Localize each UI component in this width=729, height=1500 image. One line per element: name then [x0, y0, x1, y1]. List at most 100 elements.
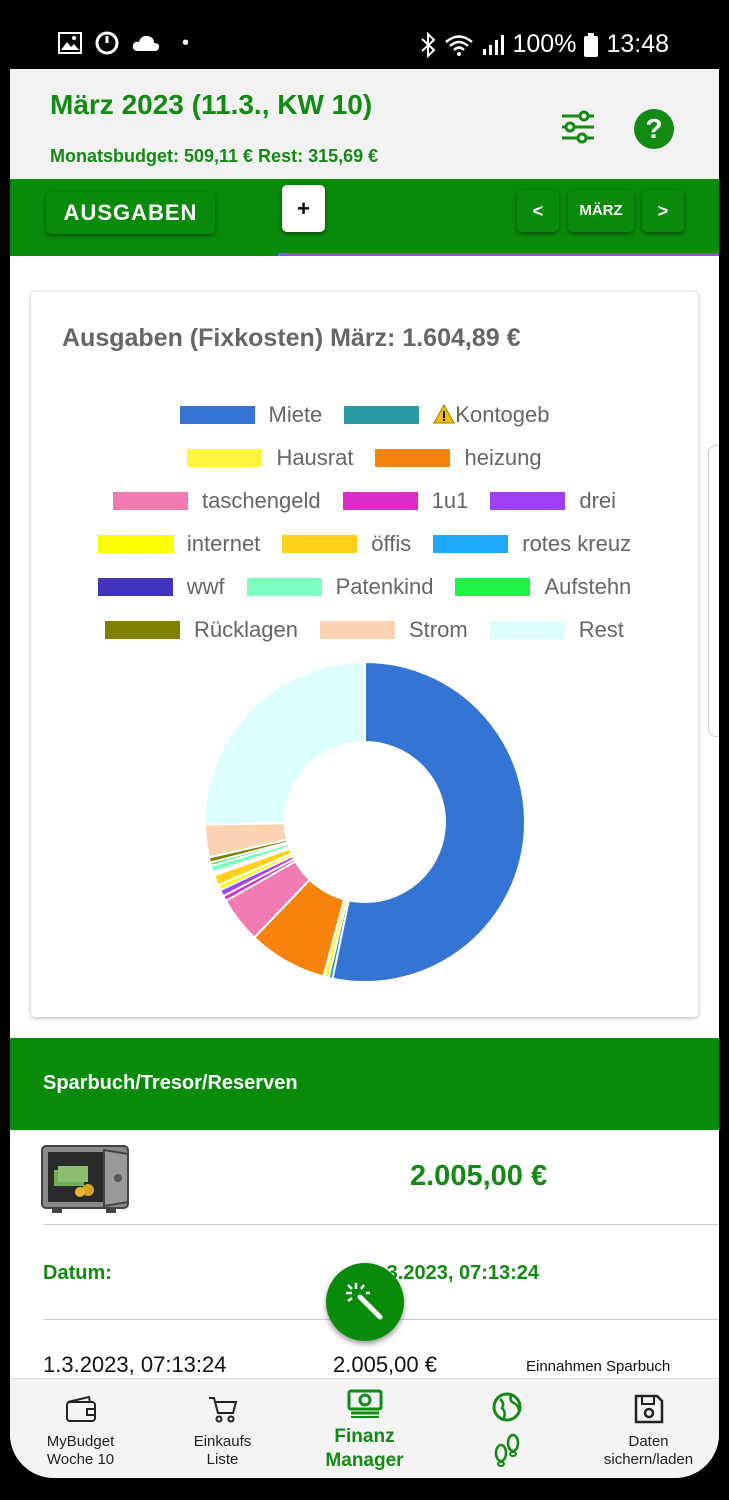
divider — [43, 1224, 719, 1225]
legend-text: drei — [579, 488, 617, 513]
legend-swatch — [246, 578, 322, 596]
money-icon — [347, 1389, 382, 1418]
status-bar: • 100% 13:48 — [10, 0, 719, 69]
legend-label: Aufstehn — [544, 574, 631, 600]
legend-item[interactable]: rotes kreuz — [433, 531, 631, 557]
save-icon — [634, 1394, 663, 1424]
legend-label: Hausrat — [276, 445, 353, 471]
legend-text: Rücklagen — [194, 617, 298, 642]
legend-swatch — [320, 621, 395, 639]
legend-text: internet — [186, 531, 261, 556]
legend-item[interactable]: Hausrat — [187, 445, 353, 471]
nav-label-line2: Woche 10 — [46, 1451, 115, 1468]
chart-card: Ausgaben (Fixkosten) März: 1.604,89 € Mi… — [31, 292, 698, 1017]
legend-swatch — [179, 406, 255, 424]
add-button[interactable]: + — [282, 185, 325, 232]
legend-text: heizung — [464, 445, 542, 470]
magic-wand-button[interactable] — [326, 1263, 404, 1341]
legend-item[interactable]: wwf — [97, 574, 225, 600]
nav-label-line1: Einkaufs — [193, 1433, 252, 1450]
legend-swatch — [433, 535, 509, 553]
legend-label: Patenkind — [336, 574, 434, 600]
chart-title: Ausgaben (Fixkosten) März: 1.604,89 € — [62, 324, 521, 352]
pie-slice-miete[interactable] — [331, 660, 526, 983]
nav-daten[interactable]: Daten sichern/laden — [578, 1379, 719, 1478]
nav-finanzmanager[interactable]: Finanz Manager — [294, 1379, 435, 1478]
legend-swatch — [342, 492, 418, 510]
ausgaben-tab-button[interactable]: AUSGABEN — [46, 192, 215, 234]
help-button[interactable]: ? — [634, 109, 674, 149]
legend-label: internet — [187, 531, 260, 557]
legend-swatch — [344, 406, 420, 424]
legend-item[interactable]: taschengeld — [112, 488, 321, 514]
wallet-icon — [65, 1395, 96, 1422]
nav-label-line2: sichern/laden — [603, 1451, 694, 1468]
timer-icon — [95, 31, 119, 55]
toolbar: AUSGABEN + < MÄRZ > — [10, 179, 719, 256]
nav-mybudget[interactable]: MyBudget Woche 10 — [10, 1379, 151, 1478]
clock: 13:48 — [606, 30, 669, 58]
tab-indicator — [278, 253, 719, 256]
legend-label: Kontogeb — [433, 402, 550, 428]
wifi-icon — [445, 34, 474, 56]
nav-label-line1: Daten — [628, 1433, 669, 1450]
legend-item[interactable]: Aufstehn — [455, 574, 631, 600]
legend-row: taschengeld 1u1 drei — [31, 488, 698, 514]
battery-percent: 100% — [512, 30, 577, 58]
entry-description[interactable]: Einnahmen Sparbuch — [526, 1358, 671, 1375]
scroll-handle[interactable] — [708, 445, 719, 737]
nav-label-line2: Manager — [325, 1450, 404, 1471]
legend-item[interactable]: öffis — [282, 531, 411, 557]
legend-text: Kontogeb — [455, 402, 550, 427]
legend-item[interactable]: Kontogeb — [344, 402, 550, 428]
legend-swatch — [105, 621, 181, 639]
legend-item[interactable]: Patenkind — [246, 574, 434, 600]
next-month-button[interactable]: > — [642, 190, 684, 232]
legend-item[interactable]: drei — [490, 488, 616, 514]
legend-text: öffis — [371, 531, 412, 556]
legend-label: Rest — [579, 617, 624, 643]
legend-text: Patenkind — [335, 574, 434, 599]
footprints-icon — [494, 1433, 519, 1467]
savings-total: 2.005,00 € — [410, 1160, 548, 1192]
legend-text: rotes kreuz — [522, 531, 632, 556]
datum-value: 1.3.2023, 07:13:24 — [370, 1262, 540, 1284]
gallery-icon — [58, 32, 82, 54]
legend-item[interactable]: Rücklagen — [105, 617, 298, 643]
legend-row: wwf Patenkind Aufstehn — [31, 574, 698, 600]
legend-text: Aufstehn — [544, 574, 632, 599]
legend-item[interactable]: Strom — [320, 617, 468, 643]
battery-icon — [584, 32, 599, 57]
legend-item[interactable]: Miete — [179, 402, 323, 428]
legend-item[interactable]: 1u1 — [342, 488, 468, 514]
status-icons-right: 100% 13:48 — [420, 30, 669, 59]
nav-einkaufsliste[interactable]: Einkaufs Liste — [152, 1379, 293, 1478]
prev-month-button[interactable]: < — [517, 190, 559, 232]
legend-swatch — [112, 492, 188, 510]
dot-icon: • — [182, 31, 190, 54]
entry-date[interactable]: 1.3.2023, 07:13:24 — [43, 1352, 227, 1377]
legend-label: öffis — [371, 531, 411, 557]
page-title: März 2023 (11.3., KW 10) — [50, 89, 373, 120]
legend-text: Hausrat — [276, 445, 354, 470]
month-button[interactable]: MÄRZ — [568, 190, 634, 232]
nav-label-line1: MyBudget — [46, 1433, 115, 1450]
pie-slice-rest[interactable] — [204, 660, 366, 826]
legend-swatch — [187, 449, 263, 467]
legend-item[interactable]: heizung — [375, 445, 542, 471]
nav-globe[interactable] — [436, 1379, 577, 1478]
legend-item[interactable]: internet — [97, 531, 260, 557]
legend-item[interactable]: Rest — [489, 617, 624, 643]
entry-amount[interactable]: 2.005,00 € — [333, 1352, 437, 1377]
filter-settings-icon[interactable] — [558, 109, 598, 145]
legend-swatch — [97, 578, 173, 596]
legend-label: Strom — [409, 617, 468, 643]
legend-label: Miete — [269, 402, 323, 428]
globe-icon — [492, 1392, 521, 1422]
legend-label: heizung — [464, 445, 541, 471]
bluetooth-icon — [421, 31, 436, 58]
bottom-navigation: MyBudget Woche 10 Einkaufs Liste Finanz … — [10, 1378, 719, 1478]
legend-swatch — [375, 449, 451, 467]
donut-chart — [204, 660, 526, 983]
datum-label: Datum: — [43, 1262, 112, 1284]
